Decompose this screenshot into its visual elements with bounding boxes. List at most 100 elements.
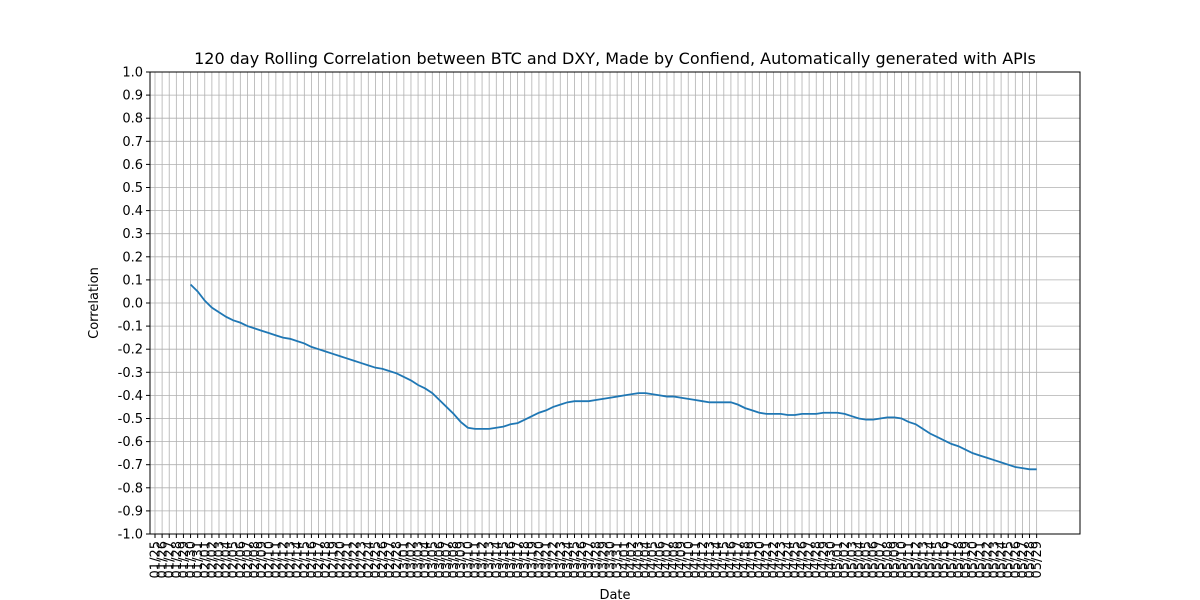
x-tick-label: 05/13 xyxy=(916,541,931,578)
x-tick-label: 05/03 xyxy=(845,541,860,578)
y-tick-label: -0.1 xyxy=(118,320,143,335)
x-tick-label: 04/22 xyxy=(767,541,782,578)
y-tick-label: -1.0 xyxy=(118,528,143,543)
x-tick-label: 03/15 xyxy=(497,541,512,578)
x-tick-label: 05/10 xyxy=(895,541,910,578)
x-tick-label: 02/07 xyxy=(241,541,256,578)
x-tick-label: 02/26 xyxy=(376,541,391,578)
x-tick-label: 03/25 xyxy=(568,541,583,578)
x-tick-label: 05/04 xyxy=(852,541,867,578)
y-tick-label: -0.4 xyxy=(118,389,143,404)
x-tick-label: 02/20 xyxy=(333,541,348,578)
x-tick-label: 05/12 xyxy=(909,541,924,578)
x-tick-label: 02/16 xyxy=(305,541,320,578)
x-tick-label: 02/23 xyxy=(355,541,370,578)
x-tick-label: 04/29 xyxy=(817,541,832,578)
y-tick-label: -0.7 xyxy=(118,458,143,473)
x-tick-label: 05/25 xyxy=(1002,541,1017,578)
y-tick-label: 0.2 xyxy=(122,250,143,265)
y-tick-label: 0.5 xyxy=(122,181,143,196)
x-tick-label: 02/21 xyxy=(340,541,355,578)
x-tick-label: 04/04 xyxy=(639,541,654,578)
x-tick-label: 02/28 xyxy=(390,541,405,578)
x-tick-label: 04/20 xyxy=(753,541,768,578)
x-tick-label: 04/23 xyxy=(774,541,789,578)
x-tick-label: 03/30 xyxy=(604,541,619,578)
x-tick-label: 05/02 xyxy=(838,541,853,578)
x-tick-label: 03/10 xyxy=(461,541,476,578)
x-tick-label: 04/05 xyxy=(646,541,661,578)
x-tick-label: 03/05 xyxy=(426,541,441,578)
x-tick-label: 03/04 xyxy=(419,541,434,578)
x-tick-label: 04/24 xyxy=(781,541,796,578)
x-tick-label: 01/31 xyxy=(191,541,206,578)
x-tick-label: 03/17 xyxy=(511,541,526,578)
x-tick-label: 04/15 xyxy=(717,541,732,578)
x-tick-label: 02/14 xyxy=(291,541,306,578)
x-tick-label: 03/16 xyxy=(504,541,519,578)
y-tick-label: -0.6 xyxy=(118,435,143,450)
x-tick-label: 05/19 xyxy=(959,541,974,578)
x-tick-label: 03/12 xyxy=(476,541,491,578)
x-tick-label: 05/24 xyxy=(995,541,1010,578)
x-tick-label: 05/20 xyxy=(966,541,981,578)
x-tick-label: 03/21 xyxy=(540,541,555,578)
x-tick-label: 02/24 xyxy=(362,541,377,578)
x-tick-label: 04/21 xyxy=(760,541,775,578)
y-tick-label: -0.9 xyxy=(118,504,143,519)
x-tick-label: 04/28 xyxy=(810,541,825,578)
x-tick-label: 02/02 xyxy=(205,541,220,578)
x-tick-label: 02/18 xyxy=(319,541,334,578)
x-tick-label: 05/28 xyxy=(1023,541,1038,578)
x-tick-label: 03/24 xyxy=(561,541,576,578)
x-tick-label: 05/11 xyxy=(902,541,917,578)
y-tick-label: -0.5 xyxy=(118,412,143,427)
x-tick-label: 02/25 xyxy=(369,541,384,578)
x-tick-label: 05/23 xyxy=(987,541,1002,578)
x-tick-label: 03/22 xyxy=(547,541,562,578)
x-tick-label: 05/05 xyxy=(860,541,875,578)
x-tick-label: 01/29 xyxy=(177,541,192,578)
x-tick-label: 02/19 xyxy=(326,541,341,578)
x-tick-label: 04/13 xyxy=(703,541,718,578)
y-tick-label: -0.8 xyxy=(118,481,143,496)
y-tick-label: 0.3 xyxy=(122,227,143,242)
x-tick-label: 05/09 xyxy=(888,541,903,578)
x-tick-label: 04/11 xyxy=(689,541,704,578)
x-tick-label: 03/26 xyxy=(575,541,590,578)
x-tick-label: 05/18 xyxy=(952,541,967,578)
x-tick-label: 02/17 xyxy=(312,541,327,578)
x-tick-label: 03/18 xyxy=(518,541,533,578)
x-tick-label: 05/22 xyxy=(980,541,995,578)
x-tick-label: 02/08 xyxy=(248,541,263,578)
x-tick-label: 02/11 xyxy=(269,541,284,578)
x-tick-label: 03/23 xyxy=(554,541,569,578)
y-tick-label: 0.1 xyxy=(122,273,143,288)
x-tick-label: 02/05 xyxy=(227,541,242,578)
x-tick-label: 05/14 xyxy=(923,541,938,578)
x-tick-label: 04/02 xyxy=(625,541,640,578)
x-tick-label: 04/14 xyxy=(710,541,725,578)
x-tick-label: 04/30 xyxy=(824,541,839,578)
x-tick-label: 02/13 xyxy=(284,541,299,578)
y-tick-label: -0.3 xyxy=(118,366,143,381)
x-tick-label: 03/11 xyxy=(468,541,483,578)
x-tick-label: 02/27 xyxy=(383,541,398,578)
x-tick-label: 03/08 xyxy=(447,541,462,578)
x-tick-label: 03/31 xyxy=(611,541,626,578)
x-tick-label: 01/28 xyxy=(170,541,185,578)
x-tick-label: 02/03 xyxy=(212,541,227,578)
y-tick-label: 0.6 xyxy=(122,158,143,173)
line-series xyxy=(189,283,1037,471)
x-tick-label: 03/01 xyxy=(397,541,412,578)
x-tick-label: 01/27 xyxy=(163,541,178,578)
x-tick-label: 05/21 xyxy=(973,541,988,578)
x-tick-label: 03/13 xyxy=(483,541,498,578)
x-tick-label: 04/03 xyxy=(632,541,647,578)
x-tick-label: 03/02 xyxy=(404,541,419,578)
y-tick-label: 0.9 xyxy=(122,89,143,104)
x-tick-label: 04/07 xyxy=(660,541,675,578)
x-tick-label: 04/27 xyxy=(803,541,818,578)
